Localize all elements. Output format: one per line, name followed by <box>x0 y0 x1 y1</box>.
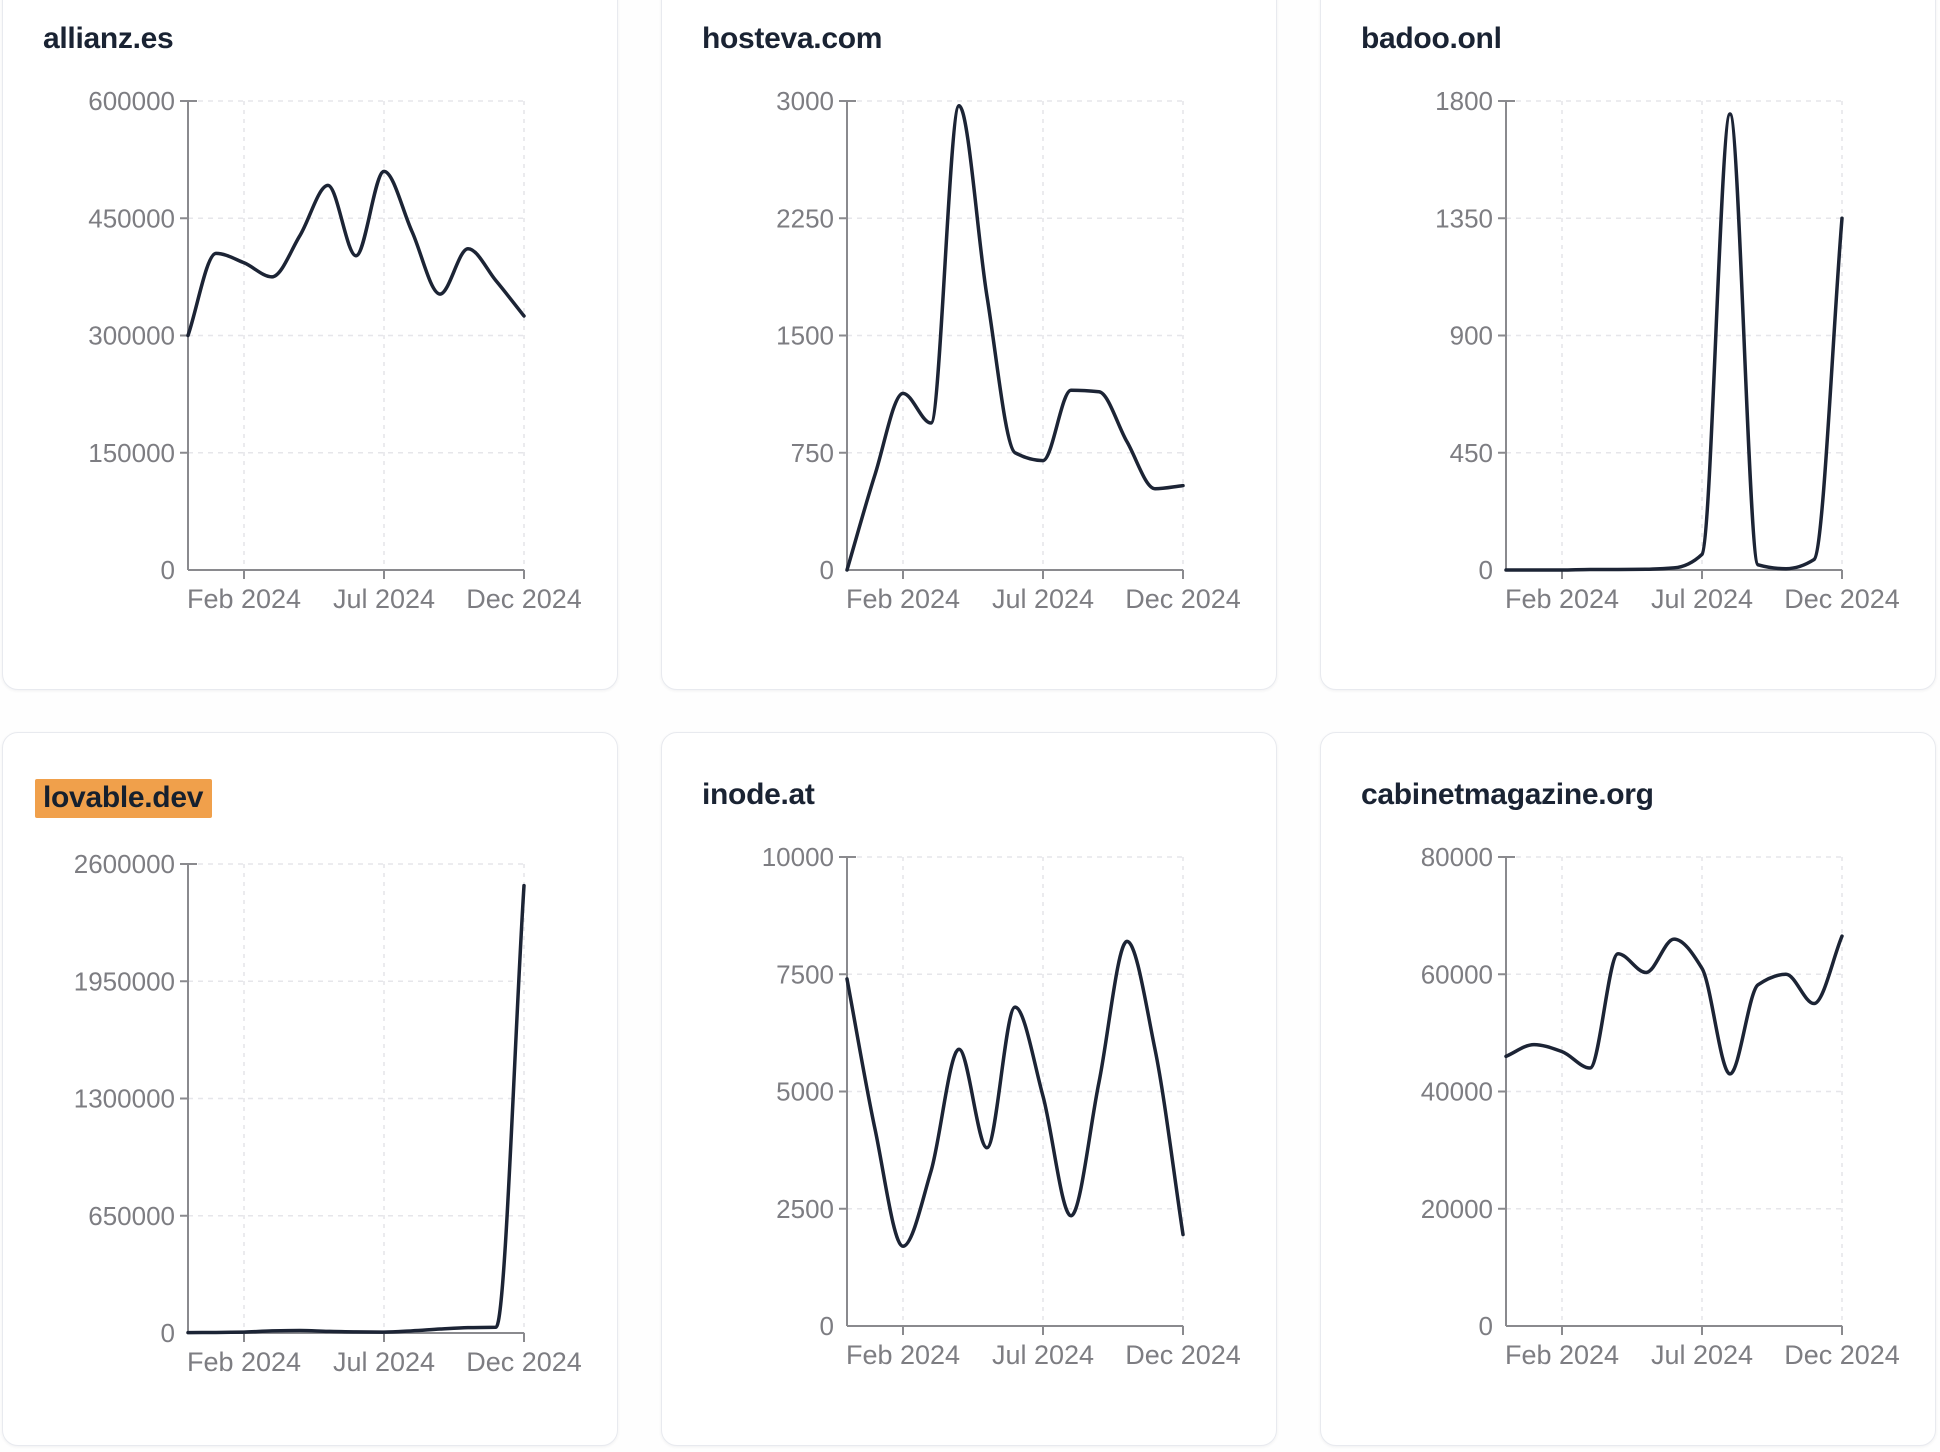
domain-name: hosteva.com <box>702 22 883 55</box>
y-tick-label: 1500 <box>776 321 834 351</box>
x-tick-label: Dec 2024 <box>1125 584 1241 614</box>
y-tick-label: 600000 <box>88 86 175 116</box>
traffic-line-chart: 0 450 900 1350 1800 Feb 2024 Jul 2024 Dec 2024 <box>1435 86 1900 614</box>
y-tick-label: 300000 <box>88 321 175 351</box>
y-tick-label: 20000 <box>1421 1194 1493 1224</box>
y-tick-label: 1300000 <box>74 1084 175 1114</box>
domain-chart-card: hosteva.com 0 750 1500 2250 3000 Feb 2024 Jul … <box>661 0 1277 690</box>
y-tick-label: 5000 <box>776 1077 834 1107</box>
traffic-series-line <box>186 883 526 1335</box>
x-tick-label: Jul 2024 <box>333 1347 435 1377</box>
y-tick-label: 80000 <box>1421 842 1493 872</box>
x-tick-label: Dec 2024 <box>1784 584 1900 614</box>
domain-name: badoo.onl <box>1361 22 1502 55</box>
x-tick-label: Dec 2024 <box>466 1347 582 1377</box>
y-tick-label: 2500 <box>776 1194 834 1224</box>
domain-chart-card: inode.at 0 2500 5000 7500 10000 Feb 2024 Jul 2… <box>661 732 1277 1446</box>
y-tick-label: 3000 <box>776 86 834 116</box>
x-tick-label: Feb 2024 <box>1505 584 1619 614</box>
x-tick-label: Dec 2024 <box>1784 1340 1900 1370</box>
y-tick-label: 10000 <box>762 842 834 872</box>
y-tick-label: 0 <box>161 555 175 585</box>
y-tick-label: 0 <box>820 1311 834 1341</box>
domain-name: allianz.es <box>43 22 174 55</box>
x-tick-label: Dec 2024 <box>1125 1340 1241 1370</box>
card-title: inode.at <box>702 779 1276 811</box>
y-tick-label: 0 <box>1479 555 1493 585</box>
x-tick-label: Feb 2024 <box>187 1347 301 1377</box>
card-title: lovable.dev <box>35 779 617 818</box>
x-tick-label: Jul 2024 <box>1651 1340 1753 1370</box>
y-tick-label: 1350 <box>1435 203 1493 233</box>
traffic-line-chart: 0 150000 300000 450000 600000 Feb 2024 Jul 202… <box>88 86 582 614</box>
y-tick-label: 1950000 <box>74 966 175 996</box>
x-tick-label: Feb 2024 <box>187 584 301 614</box>
domain-chart-card: lovable.dev 0 650000 1300000 1950000 2600000… <box>2 732 618 1446</box>
domain-name: cabinetmagazine.org <box>1361 778 1654 811</box>
card-title: badoo.onl <box>1361 23 1935 55</box>
y-tick-label: 900 <box>1450 321 1493 351</box>
traffic-line-chart: 0 750 1500 2250 3000 Feb 2024 Jul 2024 Dec 2024 <box>776 86 1241 614</box>
y-tick-label: 40000 <box>1421 1077 1493 1107</box>
traffic-series-line <box>845 103 1185 572</box>
y-tick-label: 150000 <box>88 438 175 468</box>
y-tick-label: 750 <box>791 438 834 468</box>
card-title: hosteva.com <box>702 23 1276 55</box>
x-tick-label: Jul 2024 <box>333 584 435 614</box>
traffic-line-chart: 0 2500 5000 7500 10000 Feb 2024 Jul 2024 Dec 20… <box>762 842 1241 1370</box>
traffic-series-line <box>845 939 1185 1249</box>
card-title: allianz.es <box>43 23 617 55</box>
domain-chart-card: badoo.onl 0 450 900 1350 1800 Feb 2024 Jul 202… <box>1320 0 1936 690</box>
x-tick-label: Feb 2024 <box>846 1340 960 1370</box>
x-tick-label: Jul 2024 <box>992 584 1094 614</box>
traffic-line-chart: 0 20000 40000 60000 80000 Feb 2024 Jul 2024 Dec… <box>1421 842 1900 1370</box>
x-tick-label: Jul 2024 <box>1651 584 1753 614</box>
domain-name: lovable.dev <box>35 779 213 818</box>
y-tick-label: 60000 <box>1421 959 1493 989</box>
y-tick-label: 1800 <box>1435 86 1493 116</box>
x-tick-label: Feb 2024 <box>846 584 960 614</box>
y-tick-label: 0 <box>161 1318 175 1348</box>
y-tick-label: 2250 <box>776 203 834 233</box>
traffic-line-chart: 0 650000 1300000 1950000 2600000 Feb 2024 Jul … <box>74 849 582 1377</box>
domain-name: inode.at <box>702 778 815 811</box>
traffic-series-line <box>186 169 526 338</box>
traffic-series-line <box>1504 934 1844 1076</box>
domain-chart-card: cabinetmagazine.org 0 20000 40000 60000 8000… <box>1320 732 1936 1446</box>
x-tick-label: Jul 2024 <box>992 1340 1094 1370</box>
y-tick-label: 450000 <box>88 203 175 233</box>
domain-chart-card: allianz.es 0 150000 300000 450000 600000 Feb … <box>2 0 618 690</box>
y-tick-label: 0 <box>1479 1311 1493 1341</box>
y-tick-label: 0 <box>820 555 834 585</box>
card-title: cabinetmagazine.org <box>1361 779 1935 811</box>
x-tick-label: Feb 2024 <box>1505 1340 1619 1370</box>
y-tick-label: 450 <box>1450 438 1493 468</box>
y-tick-label: 2600000 <box>74 849 175 879</box>
x-tick-label: Dec 2024 <box>466 584 582 614</box>
y-tick-label: 7500 <box>776 959 834 989</box>
y-tick-label: 650000 <box>88 1201 175 1231</box>
traffic-series-line <box>1504 112 1844 572</box>
